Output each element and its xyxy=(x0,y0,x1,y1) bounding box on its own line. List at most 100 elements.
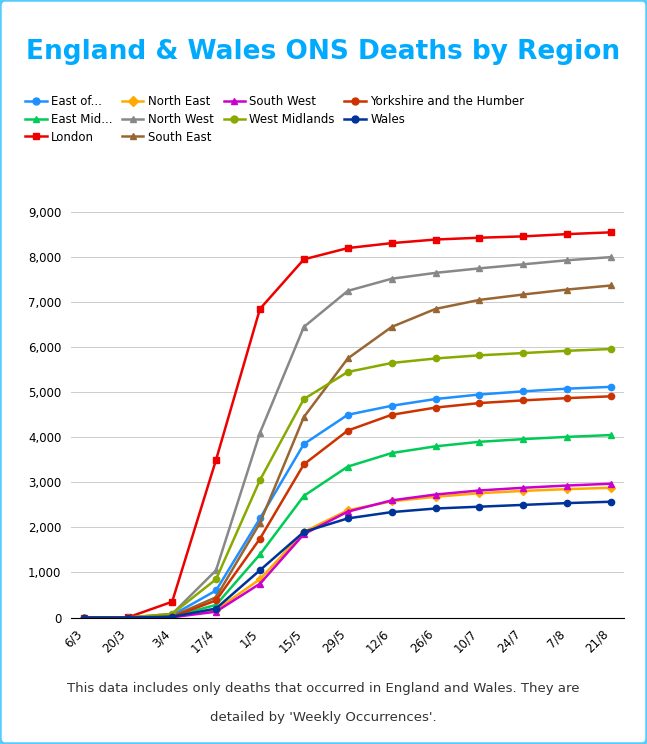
North West xyxy=(388,275,395,283)
East of... xyxy=(256,514,264,523)
London xyxy=(344,243,352,252)
London xyxy=(432,235,439,244)
West Midlands xyxy=(168,609,176,618)
Wales xyxy=(432,504,439,513)
East of... xyxy=(388,401,395,410)
South West xyxy=(80,613,88,622)
East of... xyxy=(344,410,352,419)
North West xyxy=(124,613,132,622)
South East xyxy=(344,354,352,363)
Line: North East: North East xyxy=(82,484,614,620)
North West xyxy=(432,269,439,278)
East Mid... xyxy=(564,432,571,441)
South East xyxy=(256,519,264,527)
North East xyxy=(432,493,439,501)
Line: East of...: East of... xyxy=(82,384,614,620)
London xyxy=(564,230,571,239)
East Mid... xyxy=(300,491,308,500)
Yorkshire and the Humber xyxy=(300,460,308,469)
Line: Wales: Wales xyxy=(82,498,614,620)
East Mid... xyxy=(520,434,527,443)
South West xyxy=(476,486,483,495)
Wales xyxy=(520,501,527,510)
Yorkshire and the Humber xyxy=(520,396,527,405)
East of... xyxy=(300,440,308,449)
West Midlands xyxy=(124,613,132,622)
East Mid... xyxy=(344,462,352,471)
London xyxy=(80,613,88,622)
East of... xyxy=(564,384,571,393)
Wales xyxy=(344,514,352,523)
Yorkshire and the Humber xyxy=(80,613,88,622)
Yorkshire and the Humber xyxy=(256,534,264,543)
West Midlands xyxy=(80,613,88,622)
East Mid... xyxy=(80,613,88,622)
London xyxy=(300,255,308,264)
Text: This data includes only deaths that occurred in England and Wales. They are: This data includes only deaths that occu… xyxy=(67,682,580,695)
Legend: East of..., East Mid..., London, North East, North West, South East, South West,: East of..., East Mid..., London, North E… xyxy=(25,95,525,144)
South East xyxy=(212,593,220,602)
South East xyxy=(432,304,439,313)
Wales xyxy=(476,502,483,511)
Line: North West: North West xyxy=(82,254,614,620)
Yorkshire and the Humber xyxy=(344,426,352,435)
Yorkshire and the Humber xyxy=(564,394,571,403)
East Mid... xyxy=(388,449,395,458)
East Mid... xyxy=(432,442,439,451)
Line: South West: South West xyxy=(82,481,614,620)
North East xyxy=(256,575,264,584)
North East xyxy=(608,484,615,493)
North West xyxy=(564,256,571,265)
South East xyxy=(608,281,615,290)
South West xyxy=(432,490,439,499)
North East xyxy=(388,497,395,506)
South West xyxy=(124,613,132,622)
East of... xyxy=(80,613,88,622)
London xyxy=(520,232,527,241)
East Mid... xyxy=(476,437,483,446)
South West xyxy=(256,580,264,589)
North West xyxy=(168,609,176,618)
South West xyxy=(608,479,615,488)
London xyxy=(168,597,176,606)
East of... xyxy=(608,382,615,391)
Yorkshire and the Humber xyxy=(124,613,132,622)
East Mid... xyxy=(256,550,264,559)
South East xyxy=(520,290,527,299)
West Midlands xyxy=(564,347,571,356)
Wales xyxy=(300,527,308,536)
West Midlands xyxy=(344,368,352,376)
North West xyxy=(520,260,527,269)
Line: South East: South East xyxy=(82,283,614,620)
South West xyxy=(300,530,308,539)
London xyxy=(608,228,615,237)
South West xyxy=(212,607,220,616)
Text: detailed by 'Weekly Occurrences'.: detailed by 'Weekly Occurrences'. xyxy=(210,711,437,725)
London xyxy=(476,234,483,243)
West Midlands xyxy=(256,475,264,484)
North East xyxy=(124,613,132,622)
West Midlands xyxy=(520,349,527,358)
Wales xyxy=(564,498,571,507)
West Midlands xyxy=(476,351,483,360)
South East xyxy=(476,295,483,304)
East of... xyxy=(212,586,220,595)
Yorkshire and the Humber xyxy=(388,410,395,419)
London xyxy=(212,455,220,464)
South West xyxy=(388,496,395,505)
North East xyxy=(80,613,88,622)
North East xyxy=(300,527,308,536)
Yorkshire and the Humber xyxy=(608,392,615,401)
East Mid... xyxy=(168,612,176,621)
South West xyxy=(168,613,176,622)
Wales xyxy=(124,613,132,622)
Wales xyxy=(256,565,264,574)
London xyxy=(388,239,395,248)
South West xyxy=(344,507,352,516)
Yorkshire and the Humber xyxy=(476,399,483,408)
Wales xyxy=(212,604,220,613)
West Midlands xyxy=(432,354,439,363)
Line: Yorkshire and the Humber: Yorkshire and the Humber xyxy=(82,393,614,620)
Yorkshire and the Humber xyxy=(168,612,176,621)
North East xyxy=(476,489,483,498)
